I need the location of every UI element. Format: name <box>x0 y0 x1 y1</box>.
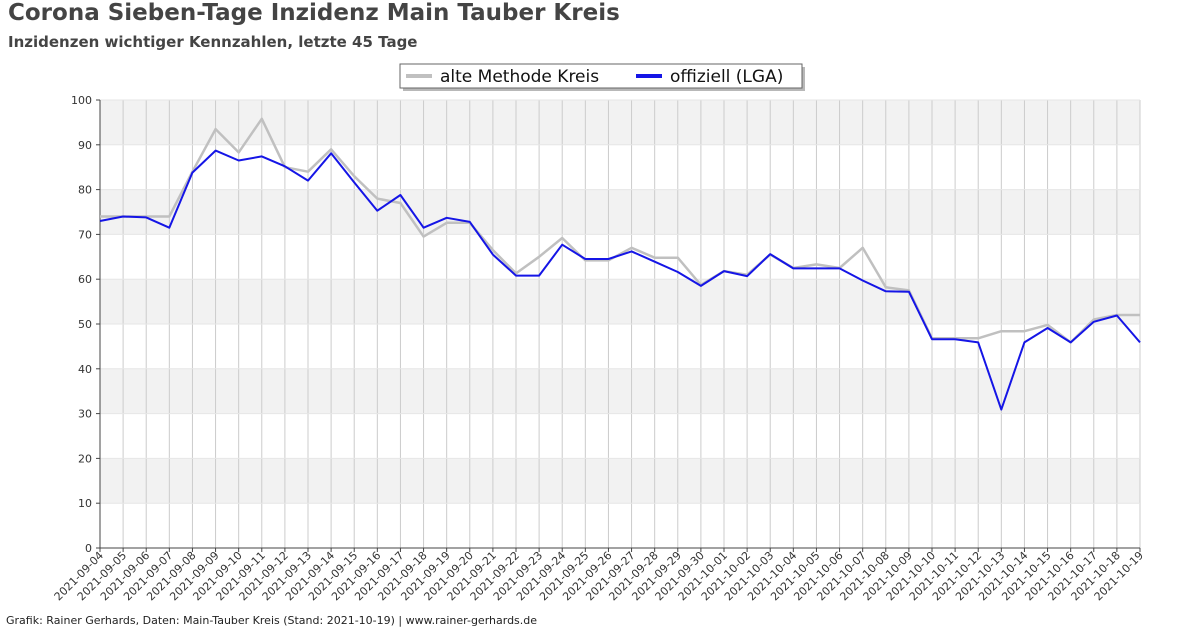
background-band <box>100 458 1140 504</box>
legend-label: offiziell (LGA) <box>670 67 783 87</box>
background-band <box>100 324 1140 369</box>
y-tick-label: 50 <box>78 318 92 331</box>
y-axis-ticks: 0 10 20 30 40 50 60 70 80 90 100 <box>71 94 100 555</box>
y-tick-label: 20 <box>78 452 92 465</box>
background-bands <box>100 100 1140 548</box>
background-band <box>100 503 1140 548</box>
chart-title: Corona Sieben-Tage Inzidenz Main Tauber … <box>8 0 620 26</box>
background-band <box>100 279 1140 324</box>
y-tick-label: 90 <box>78 139 92 152</box>
background-band <box>100 368 1140 414</box>
y-tick-label: 80 <box>78 184 92 197</box>
y-tick-label: 60 <box>78 273 92 286</box>
background-band <box>100 234 1140 280</box>
series-line-alte-methode <box>100 117 1140 344</box>
legend: alte Methode Kreis offiziell (LGA) <box>399 63 805 91</box>
chart-subtitle: Inzidenzen wichtiger Kennzahlen, letzte … <box>8 33 418 51</box>
x-axis-ticks: 2021-09-042021-09-052021-09-062021-09-07… <box>52 548 1146 603</box>
y-tick-label: 0 <box>85 542 92 555</box>
y-tick-label: 40 <box>78 363 92 376</box>
background-band <box>100 100 1140 145</box>
series-line-offiziell <box>99 149 1141 411</box>
legend-box <box>399 63 803 89</box>
y-tick-label: 70 <box>78 228 92 241</box>
y-tick-label: 30 <box>78 408 92 421</box>
y-tick-label: 10 <box>78 497 92 510</box>
series-lines <box>99 117 1141 411</box>
background-band <box>100 144 1140 190</box>
background-band <box>100 189 1140 235</box>
legend-label: alte Methode Kreis <box>440 67 599 87</box>
background-band <box>100 413 1140 459</box>
footer-credit: Grafik: Rainer Gerhards, Daten: Main-Tau… <box>6 614 538 627</box>
y-tick-label: 100 <box>71 94 92 107</box>
